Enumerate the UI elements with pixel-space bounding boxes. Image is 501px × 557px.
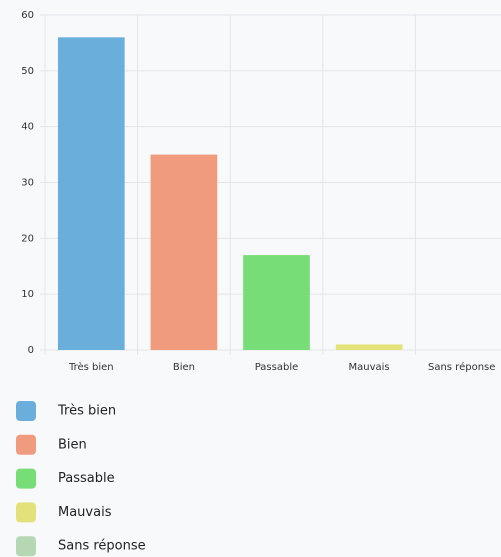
bar [57, 37, 125, 350]
legend-label: Sans réponse [58, 539, 146, 554]
legend-swatch [16, 536, 36, 557]
bar [150, 154, 218, 350]
legend-label: Mauvais [58, 505, 112, 520]
y-tick-label: 60 [21, 10, 34, 21]
y-tick-label: 50 [21, 66, 34, 77]
legend-label: Passable [58, 471, 115, 486]
legend-swatch [16, 468, 36, 489]
bar [335, 344, 403, 350]
x-tick-label: Sans réponse [428, 361, 495, 373]
y-tick-label: 20 [21, 233, 34, 244]
legend-swatch [16, 401, 36, 421]
legend-label: Très bien [57, 404, 116, 419]
x-tick-label: Mauvais [349, 362, 390, 373]
legend-swatch [16, 502, 36, 523]
x-tick-label: Passable [255, 362, 299, 373]
y-tick-label: 40 [21, 122, 34, 133]
legend-swatch [16, 434, 36, 455]
y-tick-label: 0 [28, 345, 34, 356]
x-tick-label: Bien [173, 362, 195, 373]
legend-label: Bien [58, 437, 87, 452]
y-tick-label: 10 [21, 289, 34, 300]
bar [243, 255, 310, 350]
y-tick-label: 30 [21, 178, 34, 189]
x-tick-label: Très bien [68, 361, 114, 373]
